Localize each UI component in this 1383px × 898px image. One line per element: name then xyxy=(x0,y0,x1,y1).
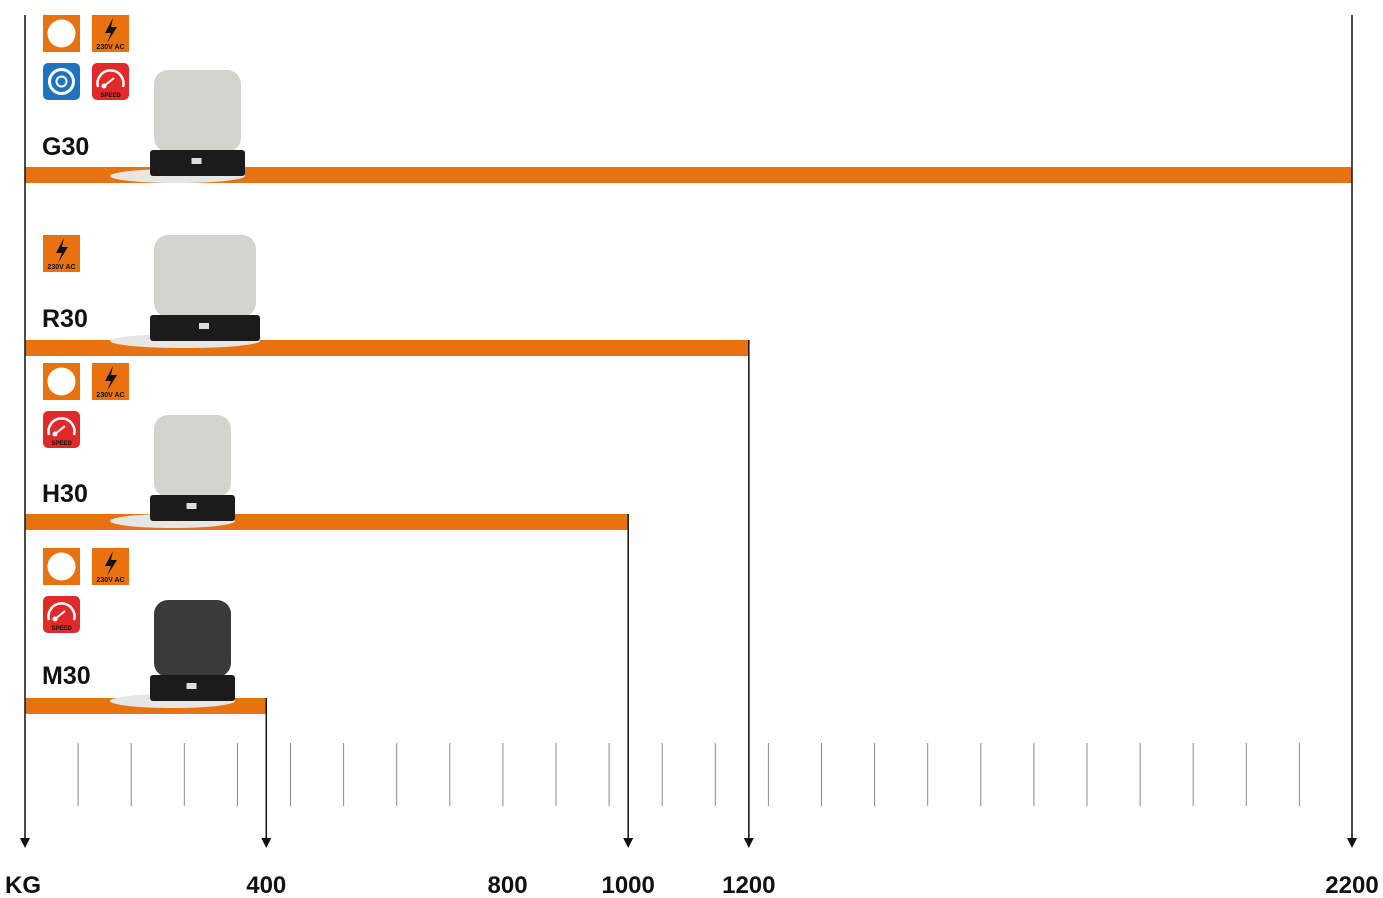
badge-bg xyxy=(92,363,129,400)
x-axis-label: KG xyxy=(5,872,41,898)
tick-label: 1200 xyxy=(722,872,775,898)
product-label: G30 xyxy=(42,133,89,161)
lightning-icon: 230V AC xyxy=(96,392,124,399)
badge-glyph xyxy=(56,238,68,263)
motor-cover xyxy=(154,415,231,497)
product-row: H30 230V AC SPEED xyxy=(25,363,634,848)
speedometer-icon: SPEED xyxy=(100,93,121,99)
badge-group: 230V AC SPEED xyxy=(43,548,129,633)
badge-group: 230V AC xyxy=(43,235,80,272)
badge-glyph xyxy=(101,83,107,89)
badge-glyph xyxy=(47,417,76,436)
badge-glyph xyxy=(52,616,58,622)
speedometer-icon: SPEED xyxy=(51,626,72,632)
badge-group: 230V AC SPEED xyxy=(43,15,129,100)
badge-bg xyxy=(43,235,80,272)
motor-button xyxy=(186,503,197,509)
speedometer-icon: SPEED xyxy=(51,441,72,447)
capacity-arrow xyxy=(623,838,634,848)
product-label: M30 xyxy=(42,662,91,690)
product-rows: G30 230V AC SPEED R30 230V AC H30 230V AC SPEED… xyxy=(25,15,1357,848)
product-row: G30 230V AC SPEED xyxy=(25,15,1357,848)
badge-glyph xyxy=(52,431,58,437)
badge-glyph xyxy=(96,69,125,88)
badge-bg xyxy=(92,548,129,585)
badge-glyph xyxy=(48,68,75,95)
product-row: R30 230V AC xyxy=(25,235,754,848)
motor-cover xyxy=(154,70,241,152)
motor-button xyxy=(191,158,202,164)
product-label: R30 xyxy=(42,305,88,333)
tick-label: 1000 xyxy=(601,872,654,898)
motor-cover xyxy=(154,600,231,677)
encoder-icon xyxy=(47,367,76,396)
encoder-icon xyxy=(47,552,76,581)
badge-glyph xyxy=(47,602,76,621)
tick-label: 800 xyxy=(488,872,528,898)
minor-ticks xyxy=(77,743,1300,806)
badge-glyph xyxy=(105,18,117,43)
badge-bg xyxy=(92,15,129,52)
lightning-icon: 230V AC xyxy=(96,44,124,51)
capacity-bar xyxy=(25,167,1352,183)
capacity-arrow xyxy=(1347,838,1357,848)
motor-button xyxy=(199,323,209,329)
gear-rotation-icon xyxy=(55,75,68,88)
lightning-icon: 230V AC xyxy=(96,577,124,584)
axis-arrow xyxy=(20,838,30,848)
motor-button xyxy=(186,683,197,689)
product-label: H30 xyxy=(42,480,88,508)
badge-group: 230V AC SPEED xyxy=(43,363,129,448)
tick-label: 400 xyxy=(246,872,286,898)
badge-glyph xyxy=(105,366,117,391)
badge-glyph xyxy=(105,551,117,576)
encoder-icon xyxy=(47,19,76,48)
product-row: M30 230V AC SPEED xyxy=(25,548,272,848)
x-axis: KG 400 800 1000 1200 2200 xyxy=(5,15,1379,898)
capacity-arrow xyxy=(743,838,754,848)
motor-cover xyxy=(154,235,256,317)
capacity-arrow xyxy=(261,838,272,848)
lightning-icon: 230V AC xyxy=(47,264,75,271)
tick-label: 2200 xyxy=(1325,872,1378,898)
